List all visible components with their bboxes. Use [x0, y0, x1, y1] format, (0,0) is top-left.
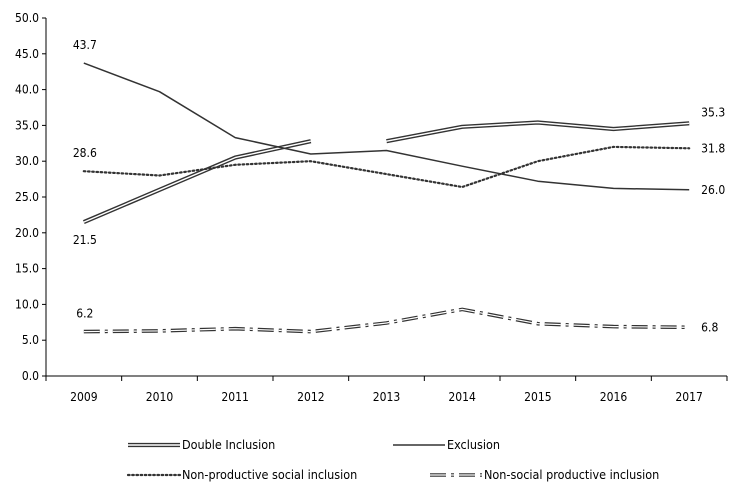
legend: Double Inclusion Exclusion Non-productive … [126, 437, 659, 482]
y-tick-label: 5.0 [22, 333, 39, 347]
series-non-productive-social-inclusion-line [82, 145, 691, 189]
y-tick-label: 20.0 [15, 226, 39, 240]
series-double-inclusion-line-inner [83, 140, 311, 223]
data-label: 26.0 [701, 183, 725, 197]
series-exclusion-line [83, 62, 690, 191]
data-label: 28.6 [73, 146, 97, 160]
series-double-inclusion-line-outer [386, 120, 690, 144]
x-tick-label: 2017 [675, 390, 702, 404]
series-double-inclusion [82, 120, 690, 225]
x-tick-label: 2016 [600, 390, 628, 404]
legend-item-non-social-productive-inclusion: Non-social productive inclusion [430, 467, 659, 482]
series-lines [82, 62, 691, 334]
x-tick-label: 2011 [221, 390, 248, 404]
y-tick-label: 35.0 [15, 118, 39, 132]
y-tick-label: 15.0 [15, 262, 39, 276]
series-exclusion [83, 62, 690, 191]
x-tick-label: 2012 [297, 390, 324, 404]
y-tick-label: 25.0 [15, 190, 39, 204]
series-non-social-productive-inclusion-line-outer [83, 307, 690, 334]
data-label: 6.8 [701, 320, 718, 334]
x-tick-label: 2014 [448, 390, 476, 404]
data-label: 21.5 [73, 233, 97, 247]
y-tick-label: 10.0 [15, 297, 39, 311]
series-double-inclusion-line-inner [386, 121, 690, 142]
y-tick-label: 40.0 [15, 83, 39, 97]
data-label: 6.2 [76, 307, 93, 321]
x-tick-label: 2013 [373, 390, 400, 404]
legend-label: Exclusion [447, 437, 500, 452]
y-tick-label: 30.0 [15, 154, 39, 168]
x-tick-label: 2015 [524, 390, 551, 404]
series-double-inclusion-line-outer [82, 139, 312, 225]
series-non-social-productive-inclusion-line-inner [83, 308, 690, 333]
x-tick-label: 2009 [70, 390, 98, 404]
y-tick-label: 0.0 [22, 369, 39, 383]
legend-item-non-productive-social-inclusion: Non-productive social inclusion [126, 467, 357, 482]
data-labels: 43.7 28.6 21.5 6.2 35.3 31.8 26.0 6.8 [73, 38, 726, 334]
data-label: 31.8 [701, 141, 725, 155]
series-non-social-productive-inclusion [83, 307, 690, 334]
series-non-productive-social-inclusion [82, 145, 691, 189]
data-label: 43.7 [73, 38, 97, 52]
axes: 0.0 5.0 10.0 15.0 20.0 25.0 30.0 35.0 40.0 45.0 50… [15, 11, 728, 404]
data-label: 35.3 [701, 105, 725, 119]
y-tick-label: 45.0 [15, 47, 39, 61]
legend-label: Double Inclusion [182, 437, 275, 452]
legend-label: Non-social productive inclusion [484, 467, 659, 482]
x-tick-label: 2010 [146, 390, 174, 404]
legend-item-exclusion: Exclusion [393, 437, 500, 452]
legend-item-double-inclusion: Double Inclusion [128, 437, 275, 452]
legend-label: Non-productive social inclusion [182, 467, 357, 482]
y-tick-label: 50.0 [15, 11, 39, 25]
